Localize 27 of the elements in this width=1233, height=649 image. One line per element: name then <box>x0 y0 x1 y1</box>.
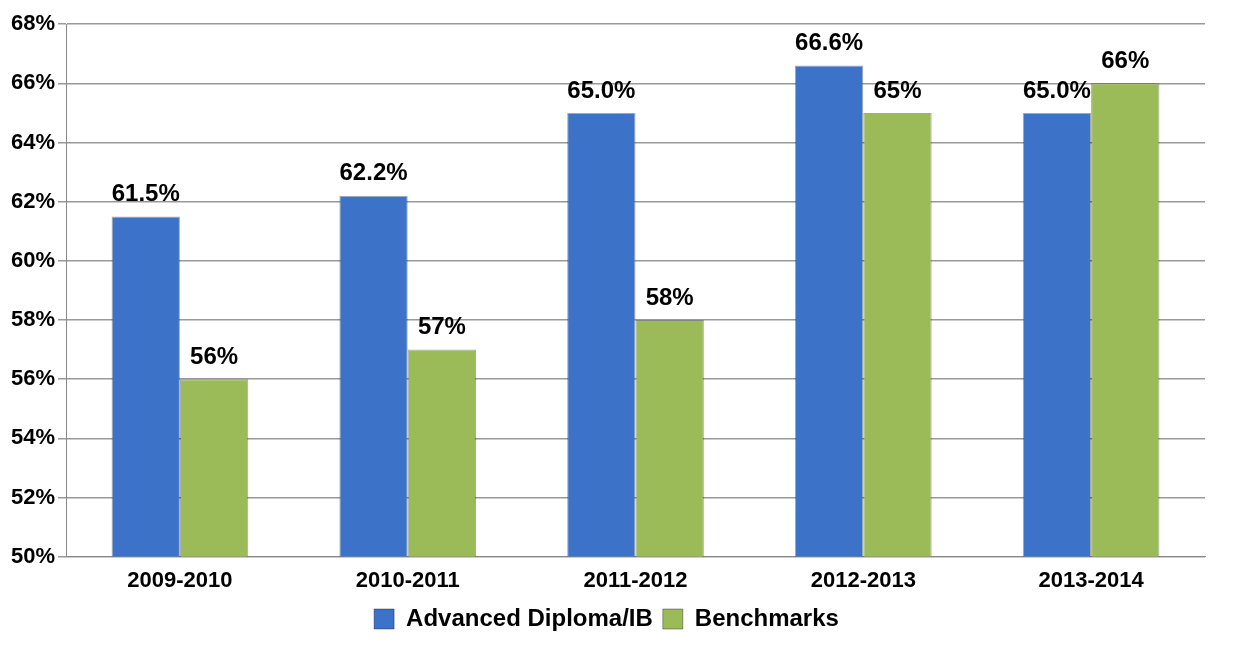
data-label: 65% <box>873 75 922 103</box>
y-tick-label: 54% <box>10 424 56 450</box>
y-tick-label: 66% <box>10 69 56 95</box>
x-tick-label: 2013-2014 <box>1038 566 1145 592</box>
data-label: 66% <box>1101 45 1150 73</box>
y-tick-label: 68% <box>10 10 56 36</box>
data-label: 65.0% <box>567 75 636 103</box>
y-tick-label: 50% <box>10 542 56 568</box>
data-label: 58% <box>645 282 694 310</box>
x-tick-label: 2010-2011 <box>355 566 460 592</box>
legend-label: Advanced Diploma/IB <box>406 603 653 631</box>
data-label: 61.5% <box>111 179 180 207</box>
x-tick-label: 2011-2012 <box>583 566 688 592</box>
data-label: 62.2% <box>339 158 408 186</box>
legend-label: Benchmarks <box>694 603 839 631</box>
x-tick-label: 2009-2010 <box>127 566 233 592</box>
y-tick-label: 60% <box>10 246 56 272</box>
data-label: 57% <box>417 312 466 340</box>
data-label: 66.6% <box>795 28 864 56</box>
y-tick-label: 56% <box>10 365 56 391</box>
data-label: 65.0% <box>1022 75 1091 103</box>
y-tick-label: 58% <box>10 306 56 332</box>
x-tick-label: 2012-2013 <box>810 566 916 592</box>
y-tick-label: 64% <box>10 128 56 154</box>
data-label: 56% <box>190 341 239 369</box>
y-tick-label: 52% <box>10 483 56 509</box>
y-tick-label: 62% <box>10 187 56 213</box>
